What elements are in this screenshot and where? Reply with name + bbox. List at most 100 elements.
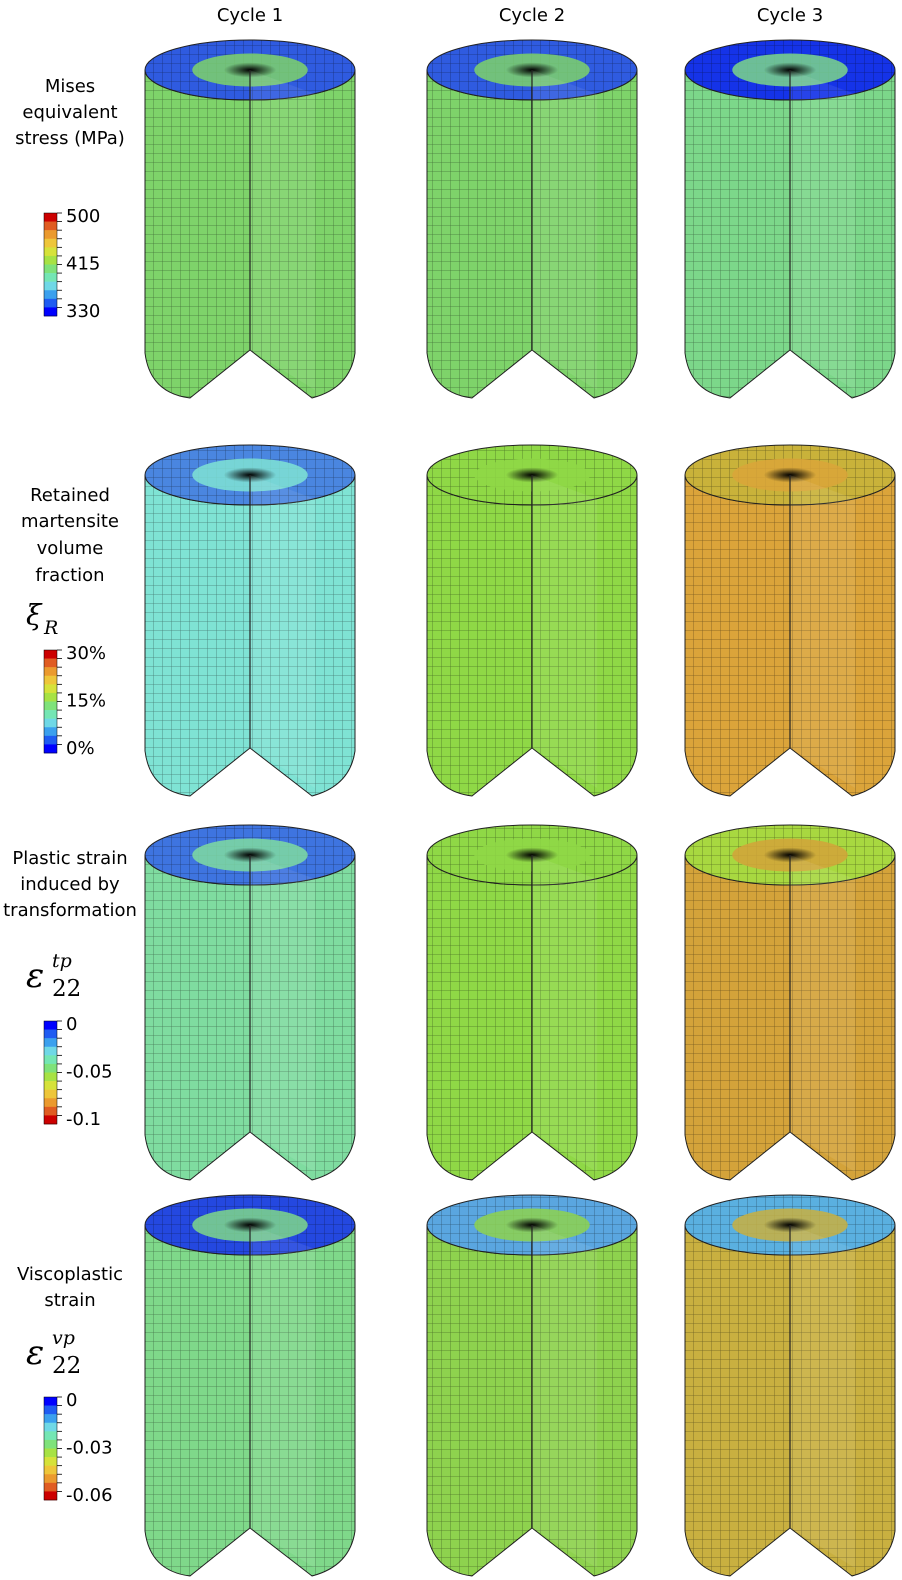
row-label: Viscoplastic (17, 1264, 123, 1285)
colorbar-band (44, 1491, 57, 1501)
symbol-base: ξ (26, 599, 43, 632)
colorbar-band (44, 298, 57, 308)
colorbar-band (44, 692, 57, 702)
column-header: Cycle 1 (217, 5, 283, 26)
colorbar-label: 330 (66, 301, 100, 322)
colorbar-band (44, 1457, 57, 1466)
colorbar-band (44, 1482, 57, 1492)
cut-face (532, 855, 598, 1172)
cut-face (790, 855, 856, 1172)
colorbar-band (44, 1448, 57, 1458)
colorbar-band (44, 255, 57, 265)
colorbar-label: -0.05 (66, 1062, 113, 1083)
colorbar-band (44, 281, 57, 291)
colorbar-label: 30% (66, 643, 106, 664)
colorbar-band (44, 1397, 57, 1406)
colorbar-band (44, 1046, 57, 1056)
row-label: transformation (3, 900, 137, 921)
contour-plot (684, 39, 896, 399)
contour-plot (426, 444, 638, 797)
colorbar-band (44, 710, 57, 719)
row-label: fraction (35, 565, 104, 586)
colorbar-band (44, 1431, 57, 1441)
colorbar-band (44, 650, 57, 659)
symbol-sup: tp (52, 950, 72, 972)
colorbar-label: 415 (66, 254, 100, 275)
colorbar-band (44, 1422, 57, 1432)
colorbar-band (44, 1474, 57, 1484)
colorbar-band (44, 273, 57, 282)
colorbar-frame (43, 649, 58, 754)
contour-plot (684, 444, 896, 797)
contour-plot (426, 824, 638, 1181)
colorbar-band (44, 247, 57, 257)
column-header: Cycle 3 (757, 5, 823, 26)
colorbar-label: 0% (66, 738, 95, 759)
colorbar-label: 0 (66, 1014, 77, 1035)
colorbar-band (44, 1405, 57, 1415)
row-label: Retained (30, 485, 110, 506)
colorbar-band (44, 290, 57, 300)
colorbar-frame (43, 212, 58, 317)
colorbar-label: -0.03 (66, 1438, 113, 1459)
colorbar-band (44, 213, 57, 222)
colorbar-band (44, 1106, 57, 1116)
cut-face (250, 475, 316, 788)
colorbar-band (44, 1089, 57, 1099)
cut-face (790, 1225, 856, 1568)
row-label: Mises (45, 76, 95, 97)
colorbar-frame (43, 1020, 58, 1125)
cut-face (250, 1225, 316, 1568)
colorbar-band (44, 1038, 57, 1048)
contour-plot (144, 824, 356, 1181)
cut-face (532, 70, 598, 390)
contour-plot (426, 1194, 638, 1577)
symbol-sub: 22 (52, 976, 81, 1002)
colorbar-band (44, 1115, 57, 1125)
colorbar-band (44, 1072, 57, 1082)
symbol-sup: vp (52, 1327, 75, 1349)
row-label: Plastic strain (12, 848, 127, 869)
colorbar-frame (43, 1396, 58, 1501)
colorbar-band (44, 727, 57, 737)
cut-face (790, 70, 856, 390)
colorbar-band (44, 735, 57, 745)
colorbar-band (44, 264, 57, 274)
colorbar-band (44, 1063, 57, 1073)
colorbar-band (44, 1098, 57, 1108)
colorbar-band (44, 744, 57, 754)
colorbar-band (44, 1055, 57, 1065)
colorbar-band (44, 1465, 57, 1475)
colorbar-band (44, 701, 57, 711)
symbol-sub: 22 (52, 1353, 81, 1379)
contour-plot (144, 39, 356, 399)
colorbar-label: -0.06 (66, 1485, 113, 1506)
row-label: volume (37, 538, 104, 559)
row-label: martensite (21, 511, 119, 532)
row-label: stress (MPa) (15, 128, 125, 149)
colorbar-label: 15% (66, 691, 106, 712)
contour-plot (144, 444, 356, 797)
contour-plot (144, 1194, 356, 1577)
row-label: strain (44, 1290, 95, 1311)
cut-face (790, 475, 856, 788)
colorbar-label: 500 (66, 206, 100, 227)
colorbar-band (44, 238, 57, 248)
colorbar-band (44, 1029, 57, 1039)
cut-face (250, 70, 316, 390)
colorbar-band (44, 718, 57, 728)
colorbar-band (44, 221, 57, 231)
colorbar-band (44, 1021, 57, 1030)
cut-face (250, 855, 316, 1172)
cut-face (532, 1225, 598, 1568)
colorbar-band (44, 1414, 57, 1424)
contour-plot (684, 1194, 896, 1577)
colorbar-band (44, 684, 57, 694)
row-label: induced by (20, 874, 120, 895)
colorbar-band (44, 675, 57, 685)
column-header: Cycle 2 (499, 5, 565, 26)
colorbar-band (44, 230, 57, 240)
symbol-base: ε (26, 1333, 44, 1373)
colorbar-label: -0.1 (66, 1109, 101, 1130)
